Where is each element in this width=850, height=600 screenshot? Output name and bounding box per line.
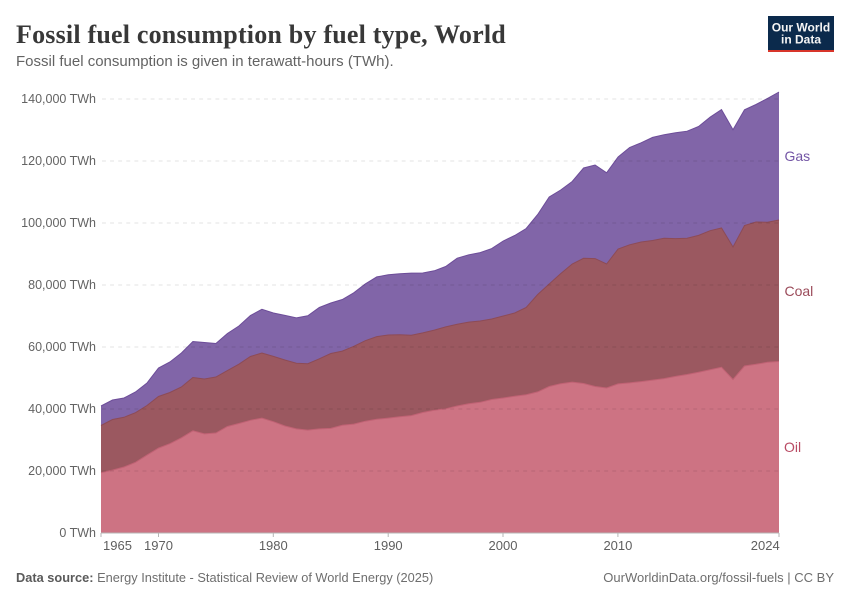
svg-text:40,000 TWh: 40,000 TWh (28, 402, 96, 416)
svg-text:1965: 1965 (103, 538, 132, 553)
svg-text:Our World: Our World (772, 21, 830, 35)
svg-text:Gas: Gas (785, 148, 811, 164)
svg-text:Coal: Coal (785, 283, 814, 299)
svg-text:20,000 TWh: 20,000 TWh (28, 464, 96, 478)
svg-text:100,000 TWh: 100,000 TWh (21, 216, 96, 230)
svg-text:1990: 1990 (374, 538, 403, 553)
svg-text:in Data: in Data (781, 33, 821, 47)
svg-text:1980: 1980 (259, 538, 288, 553)
svg-text:140,000 TWh: 140,000 TWh (21, 92, 96, 106)
svg-text:2010: 2010 (603, 538, 632, 553)
svg-text:120,000 TWh: 120,000 TWh (21, 154, 96, 168)
svg-text:2000: 2000 (489, 538, 518, 553)
svg-text:2024: 2024 (751, 538, 780, 553)
svg-text:Oil: Oil (784, 439, 801, 455)
svg-text:1970: 1970 (144, 538, 173, 553)
svg-text:0 TWh: 0 TWh (59, 526, 96, 540)
svg-text:80,000 TWh: 80,000 TWh (28, 278, 96, 292)
svg-text:60,000 TWh: 60,000 TWh (28, 340, 96, 354)
